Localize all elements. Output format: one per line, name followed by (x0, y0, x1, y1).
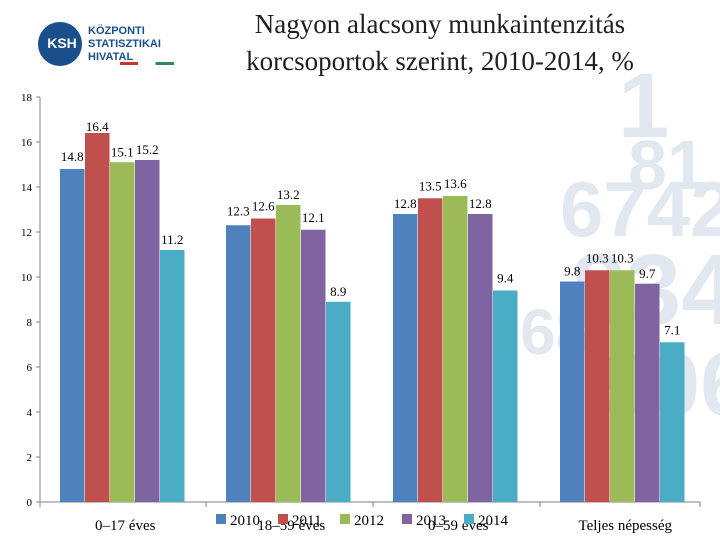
data-label: 15.1 (111, 144, 134, 159)
legend-swatch (216, 514, 226, 524)
background-digit-decoration: 81 (628, 126, 706, 204)
data-label: 9.8 (564, 264, 580, 279)
data-label: 13.2 (277, 187, 300, 202)
logo-line: HIVATAL (88, 51, 134, 63)
data-label: 12.8 (394, 196, 417, 211)
legend-label: 2010 (230, 513, 260, 529)
logo-line: KÖZPONTI (88, 25, 145, 37)
data-label: 15.2 (136, 142, 159, 157)
category-label: 0–17 éves (95, 518, 156, 534)
data-label: 13.6 (444, 176, 467, 191)
bar-2013 (468, 214, 493, 502)
data-label: 12.3 (227, 203, 250, 218)
data-label: 13.5 (419, 178, 442, 193)
category-label: 18–59 éves (257, 518, 325, 534)
y-tick-label: 6 (27, 362, 33, 374)
bar-2012 (110, 162, 135, 502)
data-label: 12.8 (469, 196, 492, 211)
y-tick-label: 0 (27, 497, 33, 509)
y-tick-label: 18 (21, 92, 33, 104)
background-digit-decoration: 6742 (560, 165, 720, 253)
y-tick-label: 8 (27, 317, 33, 329)
title-line-1: Nagyon alacsony munkaintenzitás (254, 9, 626, 39)
bar-2011 (251, 218, 276, 502)
data-label: 9.4 (497, 271, 514, 286)
background-digit-decoration: 1 (618, 55, 670, 157)
bar-2011 (85, 133, 110, 502)
y-tick-label: 2 (27, 452, 33, 464)
data-label: 9.7 (639, 266, 656, 281)
y-tick-label: 4 (27, 407, 33, 419)
bar-2010 (226, 225, 251, 502)
bar-2013 (135, 160, 160, 502)
y-tick-label: 14 (21, 182, 33, 194)
logo-text: KÖZPONTI STATISZTIKAI HIVATAL (88, 25, 161, 64)
legend-swatch (278, 514, 288, 524)
legend-swatch (340, 514, 350, 524)
data-label: 12.1 (302, 210, 325, 225)
bar-2011 (585, 270, 610, 502)
legend-label: 2011 (292, 513, 321, 529)
legend-label: 2012 (354, 513, 384, 529)
data-label: 10.3 (586, 250, 609, 265)
data-label: 10.3 (611, 250, 634, 265)
data-label: 14.8 (61, 149, 84, 164)
logo-circle (38, 22, 82, 66)
legend-swatch (464, 514, 474, 524)
data-label: 12.6 (252, 199, 275, 214)
bar-2013 (635, 283, 660, 502)
logo-line: STATISZTIKAI (88, 38, 161, 50)
legend-label: 2013 (416, 513, 446, 529)
data-label: 11.2 (161, 232, 183, 247)
data-label: 7.1 (664, 322, 680, 337)
y-tick-label: 10 (21, 272, 33, 284)
y-tick-label: 12 (21, 227, 32, 239)
data-label: 8.9 (330, 284, 346, 299)
bar-2010 (560, 281, 585, 502)
legend-swatch (402, 514, 412, 524)
bar-2014 (160, 250, 185, 502)
logo-mark: KSH (47, 35, 77, 51)
bar-2012 (276, 205, 301, 502)
data-label: 16.4 (86, 119, 109, 134)
legend-label: 2014 (478, 513, 509, 529)
bar-2012 (610, 270, 635, 502)
logo-flag (120, 62, 174, 65)
bar-2011 (418, 198, 443, 502)
bar-2014 (326, 301, 351, 502)
bar-2012 (443, 196, 468, 502)
bar-2010 (60, 169, 85, 502)
bar-2013 (301, 229, 326, 502)
ksh-logo: KSH KÖZPONTI STATISZTIKAI HIVATAL (38, 22, 188, 68)
bar-2010 (393, 214, 418, 502)
page-title: Nagyon alacsony munkaintenzitás korcsopo… (195, 6, 685, 80)
bar-2014 (493, 290, 518, 502)
category-label: Teljes népesség (578, 518, 672, 534)
y-tick-label: 16 (21, 137, 33, 149)
title-line-2: korcsoportok szerint, 2010-2014, % (246, 46, 634, 76)
bar-2014 (660, 342, 685, 502)
